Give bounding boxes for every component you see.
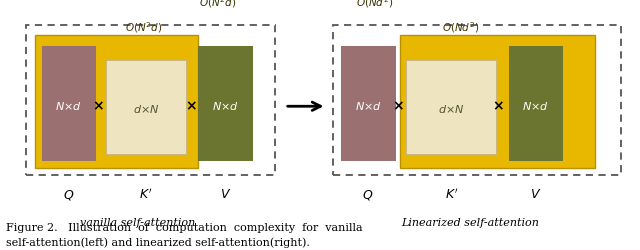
Bar	[400, 35, 595, 168]
Text: $\mathit{O(Nd^2)}$: $\mathit{O(Nd^2)}$	[356, 0, 393, 10]
Text: $\mathit{O(Nd^2)}$: $\mathit{O(Nd^2)}$	[442, 20, 479, 35]
Bar	[35, 35, 198, 168]
Bar	[26, 25, 275, 175]
Text: $\mathit{K^{\prime}}$: $\mathit{K^{\prime}}$	[140, 188, 152, 202]
Bar	[333, 25, 621, 175]
Text: $\mathbf{\times}$: $\mathbf{\times}$	[392, 99, 404, 113]
Text: $\mathit{V}$: $\mathit{V}$	[530, 188, 541, 202]
Text: $\mathit{N{\times}d}$: $\mathit{N{\times}d}$	[212, 100, 239, 112]
Text: $\mathit{d{\times}N}$: $\mathit{d{\times}N}$	[438, 103, 465, 115]
Text: vanilla self-attention: vanilla self-attention	[80, 218, 195, 228]
Text: $\mathit{Q}$: $\mathit{Q}$	[362, 188, 374, 202]
Text: $\mathit{N{\times}d}$: $\mathit{N{\times}d}$	[355, 100, 381, 112]
Text: $\mathit{O(N^2d)}$: $\mathit{O(N^2d)}$	[125, 20, 163, 35]
Text: $\mathit{V}$: $\mathit{V}$	[220, 188, 231, 202]
Text: $\mathbf{\times}$: $\mathbf{\times}$	[92, 99, 104, 113]
Text: $\mathit{d{\times}N}$: $\mathit{d{\times}N}$	[132, 103, 159, 115]
Bar	[406, 60, 496, 154]
Bar	[198, 46, 253, 161]
Text: $\mathit{Q}$: $\mathit{Q}$	[63, 188, 74, 202]
Text: $\mathbf{\times}$: $\mathbf{\times}$	[185, 99, 196, 113]
Text: $\mathbf{\times}$: $\mathbf{\times}$	[492, 99, 504, 113]
Text: $\mathit{N{\times}d}$: $\mathit{N{\times}d}$	[55, 100, 82, 112]
Text: Linearized self-attention: Linearized self-attention	[401, 218, 540, 228]
Text: Figure 2.   Illustration  of  computation  complexity  for  vanilla
self-attenti: Figure 2. Illustration of computation co…	[6, 223, 363, 248]
Text: $\mathit{N{\times}d}$: $\mathit{N{\times}d}$	[522, 100, 549, 112]
Text: $\mathit{O(N^2d)}$: $\mathit{O(N^2d)}$	[199, 0, 236, 10]
Text: $\mathit{K^{\prime}}$: $\mathit{K^{\prime}}$	[445, 188, 458, 202]
Bar	[509, 46, 563, 161]
Bar	[341, 46, 396, 161]
Bar	[106, 60, 186, 154]
Bar	[42, 46, 96, 161]
